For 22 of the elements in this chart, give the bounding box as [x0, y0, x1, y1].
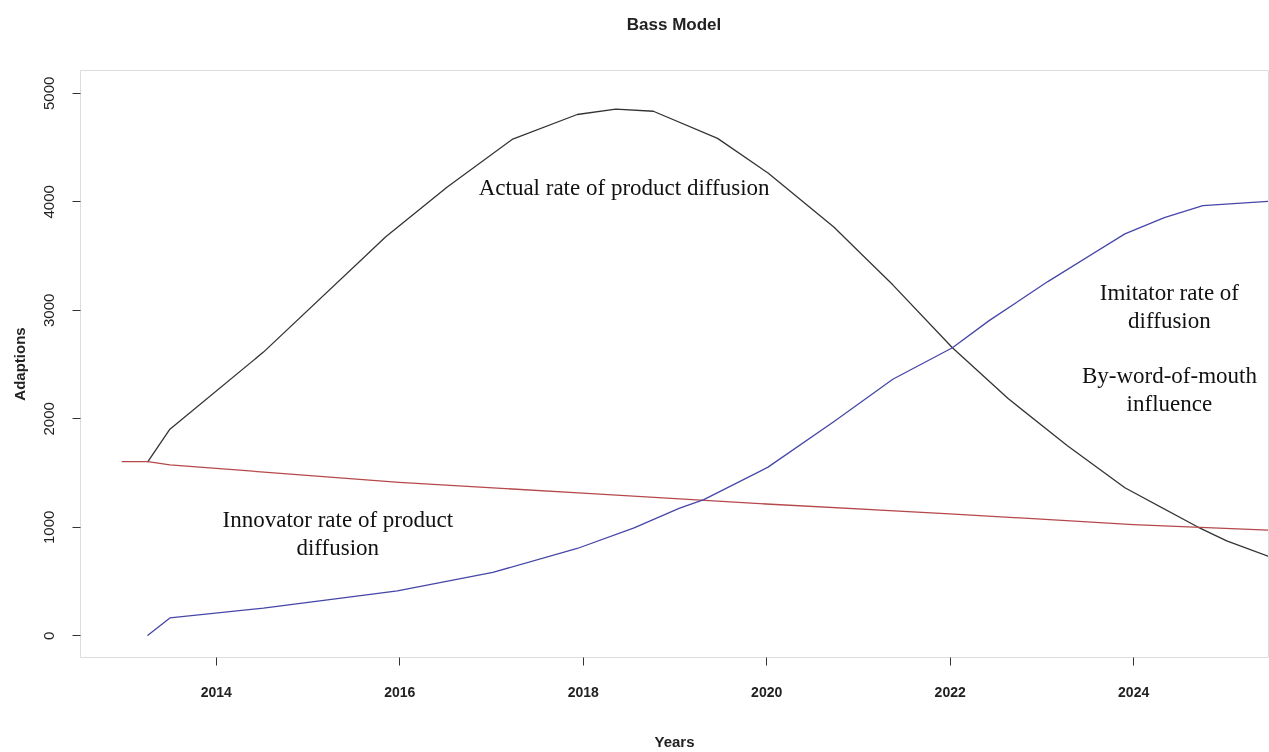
- y-tick-label: 1000: [39, 510, 57, 544]
- line-series: [147, 108, 1268, 557]
- y-tick-label: 0: [39, 631, 57, 640]
- series-label: Innovator rate of product diffusion: [222, 507, 454, 561]
- line-series: [147, 200, 1268, 636]
- series-label: Imitator rate of diffusion: [1099, 280, 1240, 334]
- y-tick-label: 4000: [39, 185, 57, 219]
- y-tick-label: 5000: [39, 76, 57, 110]
- y-tick-label: 2000: [39, 402, 57, 436]
- x-tick-label: 2022: [934, 683, 966, 700]
- y-axis-title: Adaptions: [10, 327, 28, 401]
- x-tick-label: 2020: [751, 683, 783, 700]
- x-tick-label: 2014: [200, 683, 233, 700]
- annotation: By-word-of-mouth influence: [1081, 362, 1258, 416]
- x-axis-title: Years: [654, 732, 695, 750]
- chart-title: Bass Model: [626, 15, 722, 34]
- x-tick-label: 2024: [1118, 683, 1150, 700]
- x-tick-label: 2018: [567, 683, 599, 700]
- y-tick-label: 3000: [39, 293, 57, 327]
- line-series: [121, 461, 1268, 531]
- x-tick-label: 2016: [384, 683, 416, 700]
- series-label: Actual rate of product diffusion: [478, 174, 771, 200]
